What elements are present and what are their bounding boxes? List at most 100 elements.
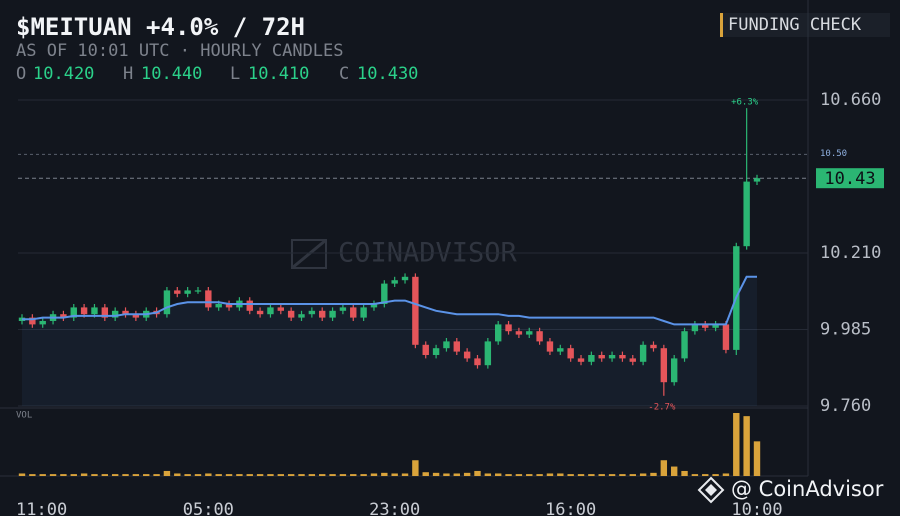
volume-bar [49, 474, 57, 476]
volume-bar [80, 473, 88, 476]
volume-label: VOL [16, 411, 32, 421]
last-price-label: 10.43 [824, 169, 875, 189]
candle-body [577, 358, 585, 362]
volume-bar [267, 474, 274, 476]
ohlc-label: H [123, 64, 133, 84]
candle-body [722, 324, 730, 350]
candle-body [350, 307, 357, 318]
candle-body [122, 310, 129, 315]
volume-bar [567, 474, 574, 476]
candle-body [194, 290, 202, 292]
x-tick-label: 05:00 [183, 500, 234, 516]
low-annotation: -2.7% [648, 402, 676, 412]
volume-bar [619, 474, 626, 476]
candle-body [557, 348, 564, 352]
volume-bar [526, 474, 533, 476]
volume-bar [546, 473, 554, 476]
brand-logo [697, 476, 725, 504]
volume-bar [453, 473, 460, 476]
candle-body [494, 324, 502, 342]
volume-bar [722, 473, 730, 476]
volume-bar [670, 466, 678, 476]
volume-bar [660, 460, 668, 476]
volume-bar [691, 474, 699, 476]
volume-bar [536, 474, 543, 476]
candle-body [474, 358, 481, 366]
volume-bar [60, 474, 67, 476]
candle-body [660, 348, 668, 383]
watermark-logo-slash [291, 238, 327, 270]
candle-body [639, 344, 647, 362]
ohlc-label: O [16, 64, 26, 84]
volume-bar [350, 474, 357, 476]
y-tick-label: 9.985 [820, 320, 871, 340]
candle-body [163, 290, 171, 315]
chart-subtitle: AS OF 10:01 UTC · HOURLY CANDLES [16, 41, 344, 61]
volume-bar [111, 474, 119, 476]
candle-body [246, 300, 253, 311]
candle-body [484, 341, 492, 366]
volume-bar [753, 441, 761, 476]
y-tick-label: 10.210 [820, 243, 881, 263]
volume-bar [733, 413, 740, 476]
candle-body [536, 331, 543, 342]
candle-body [432, 348, 440, 355]
volume-bar [339, 474, 347, 476]
button-label[interactable]: FUNDING CHECK [728, 15, 862, 35]
ohlc-label: C [339, 64, 349, 84]
funding-button[interactable]: FUNDING CHECK [720, 13, 890, 37]
candle-body [174, 290, 181, 294]
candle-body [287, 310, 295, 318]
candle-body [184, 290, 191, 294]
ohlc-value: 10.440 [141, 64, 202, 84]
volume-bar [194, 474, 202, 476]
brand-logo-inner [705, 484, 717, 496]
button-accent [720, 13, 723, 37]
volume-bar [236, 474, 243, 476]
candle-body [588, 355, 595, 362]
volume-bar [205, 473, 212, 476]
candle-body [101, 307, 109, 318]
last-price-tag [816, 168, 884, 189]
volume-bar [743, 416, 750, 476]
volume-bar [443, 473, 450, 476]
volume-bar [29, 474, 36, 476]
volume-bar [215, 474, 222, 476]
candle-body [60, 314, 67, 318]
volume-bar [588, 474, 595, 476]
candle-body [505, 324, 512, 332]
candle-body [339, 307, 347, 311]
volume-bar [432, 472, 440, 476]
candle-body [691, 324, 699, 332]
volume-bar [101, 474, 109, 476]
volume-bar [463, 472, 471, 476]
volume-bar [650, 472, 657, 476]
volume-bar [143, 474, 150, 476]
high-annotation: +6.3% [731, 98, 759, 108]
volume-bar [256, 474, 264, 476]
reference-label: 10.50 [820, 149, 847, 159]
volume-bar [319, 474, 326, 476]
ohlc-value: 10.430 [357, 64, 418, 84]
candle-body [712, 324, 719, 328]
volume-bar [329, 474, 336, 476]
volume-bar [712, 474, 719, 476]
volume-bar [277, 474, 285, 476]
candle-body [91, 307, 98, 315]
candle-body [215, 304, 222, 308]
brand-text: @ CoinAdvisor [731, 477, 884, 501]
candle-body [608, 355, 616, 359]
ma-line [22, 275, 757, 326]
button-bg[interactable] [720, 13, 890, 37]
candle-body [111, 310, 119, 318]
candle-body [598, 355, 605, 359]
chart-title: $MEITUAN +4.0% / 72H [16, 13, 305, 41]
volume-bar [577, 474, 585, 476]
volume-bar [474, 470, 481, 476]
volume-bar [163, 470, 171, 476]
ohlc-row: O 10.420 H 10.440 L 10.410 C 10.430 [16, 64, 418, 84]
volume-bar [702, 474, 709, 476]
